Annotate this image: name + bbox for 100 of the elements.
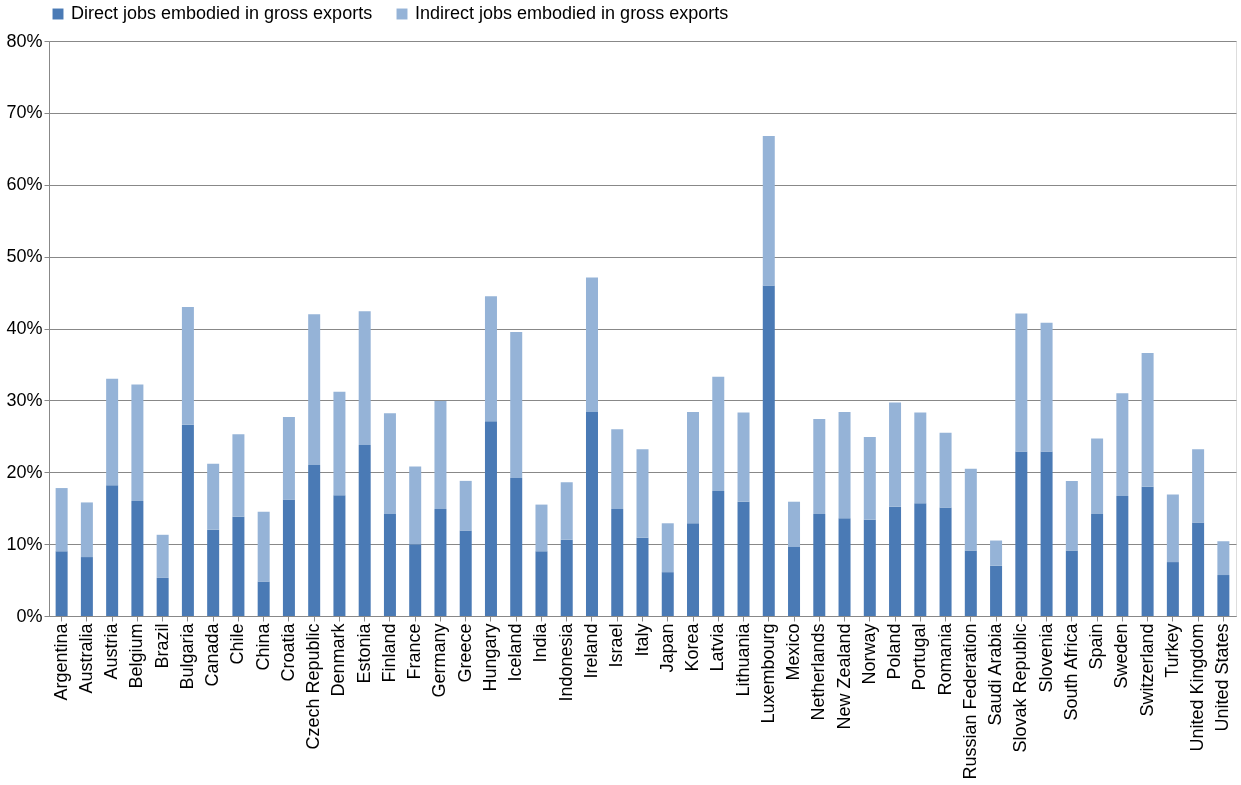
bar bbox=[1116, 393, 1129, 496]
bar bbox=[838, 411, 851, 519]
bar bbox=[712, 376, 725, 491]
x-tick-label: Hungary bbox=[479, 623, 500, 692]
bar bbox=[535, 551, 548, 616]
bar bbox=[661, 572, 674, 616]
bar bbox=[737, 412, 750, 502]
bar bbox=[712, 490, 725, 616]
bar bbox=[80, 557, 93, 616]
bar bbox=[863, 437, 876, 520]
bar bbox=[838, 518, 851, 616]
bar bbox=[409, 466, 422, 545]
x-tick-label: Portugal bbox=[909, 623, 930, 691]
x-tick-label: Czech Republic bbox=[303, 623, 324, 750]
x-tick-label: Saudi Arabia bbox=[985, 622, 1006, 726]
bar bbox=[131, 501, 144, 616]
x-tick-label: Canada bbox=[202, 622, 223, 687]
bar bbox=[1192, 449, 1205, 523]
bar bbox=[1065, 480, 1078, 551]
x-tick-label: Indonesia bbox=[555, 622, 576, 702]
bar bbox=[762, 285, 775, 616]
bar bbox=[383, 413, 396, 514]
bar bbox=[510, 332, 523, 478]
x-tick-label: Netherlands bbox=[808, 623, 829, 721]
bar bbox=[611, 508, 624, 616]
bar bbox=[1192, 522, 1205, 616]
bar bbox=[484, 421, 497, 616]
x-tick-label: Lithuania bbox=[732, 622, 753, 697]
y-tick-label: 50% bbox=[6, 246, 43, 267]
x-tick-label: United Kingdom bbox=[1187, 623, 1208, 752]
x-tick-label: Belgium bbox=[126, 623, 147, 689]
bar bbox=[687, 523, 700, 616]
bar bbox=[813, 419, 826, 514]
x-tick-label: Bulgaria bbox=[176, 622, 197, 690]
bar bbox=[55, 551, 68, 616]
bar bbox=[1217, 541, 1230, 576]
bar bbox=[636, 537, 649, 616]
bar bbox=[358, 444, 371, 616]
bar bbox=[434, 401, 447, 509]
y-tick-label: 20% bbox=[6, 461, 43, 482]
legend-label: Indirect jobs embodied in gross exports bbox=[415, 3, 729, 23]
y-tick-label: 10% bbox=[6, 533, 43, 554]
x-tick-label: Switzerland bbox=[1136, 623, 1157, 717]
x-tick-label: Luxembourg bbox=[757, 623, 778, 724]
bar bbox=[459, 530, 472, 616]
y-tick-label: 30% bbox=[6, 389, 43, 410]
bar bbox=[106, 485, 119, 616]
x-tick-label: Sweden bbox=[1111, 623, 1132, 689]
x-tick-label: Argentina bbox=[50, 622, 71, 701]
bar bbox=[55, 488, 68, 552]
bar bbox=[1116, 495, 1129, 616]
bar bbox=[181, 424, 194, 616]
x-tick-label: India bbox=[530, 622, 551, 663]
bar bbox=[131, 384, 144, 501]
y-tick-label: 40% bbox=[6, 318, 43, 338]
x-tick-label: Norway bbox=[858, 623, 879, 685]
x-tick-label: Romania bbox=[934, 622, 955, 696]
bar bbox=[181, 306, 194, 425]
bar bbox=[1040, 322, 1053, 452]
bar bbox=[232, 516, 245, 616]
x-tick-label: Russian Federation bbox=[959, 623, 980, 780]
bar bbox=[1166, 494, 1179, 563]
x-tick-label: Chile bbox=[227, 623, 248, 665]
x-tick-label: Japan bbox=[656, 623, 677, 673]
bar bbox=[333, 495, 346, 616]
bar bbox=[282, 499, 295, 616]
x-tick-label: Croatia bbox=[277, 622, 298, 682]
x-tick-label: Germany bbox=[429, 623, 450, 698]
bar bbox=[990, 565, 1003, 616]
x-tick-label: Greece bbox=[454, 623, 475, 683]
bar bbox=[636, 449, 649, 538]
bar bbox=[282, 416, 295, 500]
y-tick-label: 60% bbox=[6, 174, 43, 195]
bar bbox=[585, 411, 598, 616]
bar bbox=[207, 463, 220, 530]
bar bbox=[560, 482, 573, 540]
x-tick-label: Turkey bbox=[1161, 623, 1182, 678]
bar bbox=[611, 429, 624, 509]
x-tick-label: Mexico bbox=[783, 623, 804, 681]
bar bbox=[1141, 352, 1154, 487]
bar bbox=[863, 519, 876, 616]
legend-label: Direct jobs embodied in gross exports bbox=[71, 3, 373, 23]
x-tick-label: China bbox=[252, 622, 273, 671]
bar bbox=[156, 534, 169, 578]
bar bbox=[939, 432, 952, 508]
bar bbox=[80, 502, 93, 558]
bar bbox=[1015, 313, 1028, 452]
x-tick-label: Spain bbox=[1086, 623, 1107, 670]
bar bbox=[257, 581, 270, 616]
bar bbox=[459, 480, 472, 531]
bar bbox=[409, 544, 422, 616]
bar bbox=[788, 501, 801, 547]
bar bbox=[434, 508, 447, 616]
bar bbox=[156, 577, 169, 616]
x-tick-label: New Zealand bbox=[833, 623, 854, 730]
x-tick-label: Slovenia bbox=[1035, 622, 1056, 693]
x-tick-label: Latvia bbox=[707, 622, 728, 672]
x-tick-label: Ireland bbox=[580, 623, 601, 679]
bar bbox=[535, 504, 548, 552]
bar bbox=[762, 135, 775, 286]
